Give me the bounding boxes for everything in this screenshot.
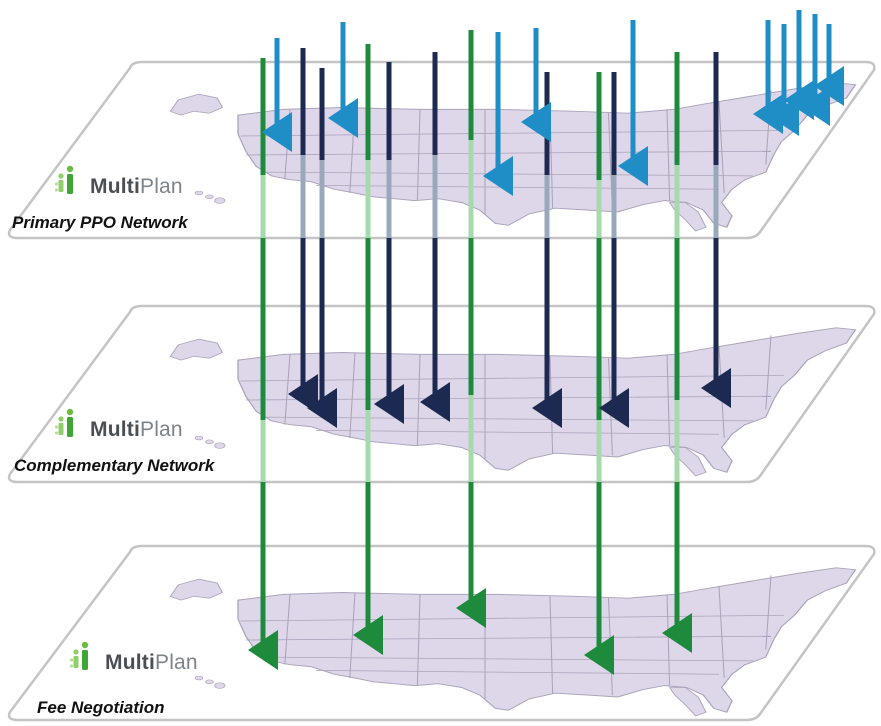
multiplan-logo-complementary: MultiPlan (90, 413, 183, 447)
blue-arrows (262, 10, 844, 196)
plate-primary (7, 60, 876, 240)
layer-label-complementary: Complementary Network (14, 456, 215, 475)
layer-label-fee: Fee Negotiation (37, 698, 165, 717)
logo-wordmark: MultiPlan (90, 418, 183, 441)
multiplan-logo-fee: MultiPlan (105, 646, 198, 680)
green-arrows (248, 30, 692, 675)
layer-label-primary: Primary PPO Network (12, 213, 188, 232)
multiplan-logo-primary: MultiPlan (90, 170, 183, 204)
logo-wordmark: MultiPlan (105, 651, 198, 674)
plate-fee (7, 544, 876, 722)
logo-wordmark: MultiPlan (90, 175, 183, 198)
navy-arrows (288, 48, 731, 428)
